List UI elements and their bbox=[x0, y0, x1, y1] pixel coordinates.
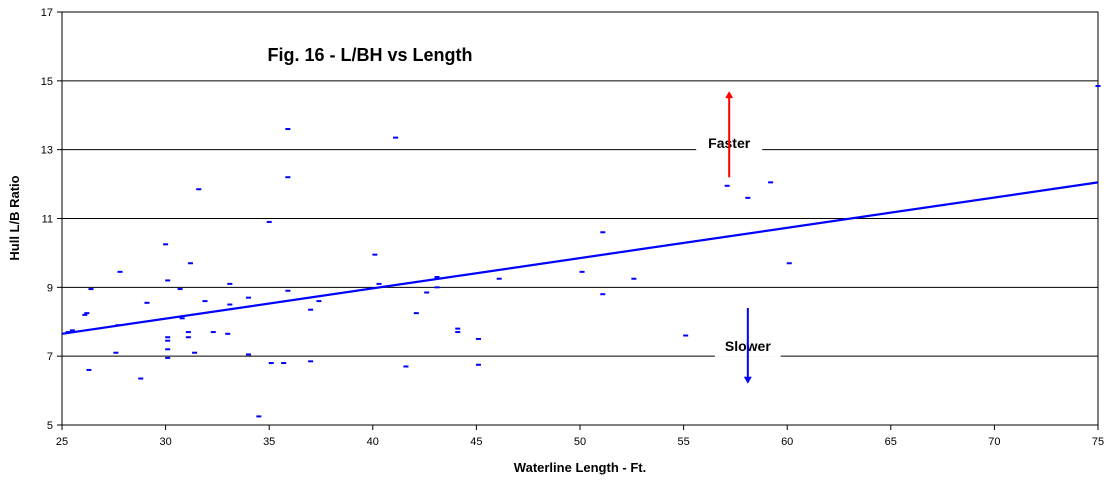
data-point bbox=[144, 301, 150, 304]
data-point bbox=[285, 128, 291, 131]
data-point bbox=[308, 360, 314, 363]
data-point bbox=[393, 136, 399, 139]
data-point bbox=[245, 353, 251, 356]
data-point bbox=[165, 356, 171, 359]
y-tick-label: 13 bbox=[41, 145, 53, 157]
x-tick-label: 30 bbox=[159, 436, 171, 448]
data-point bbox=[185, 336, 191, 339]
data-point bbox=[227, 303, 233, 306]
data-point bbox=[177, 288, 183, 291]
data-point bbox=[768, 181, 774, 184]
data-point bbox=[192, 351, 198, 354]
data-point bbox=[202, 300, 208, 303]
data-point bbox=[455, 327, 461, 330]
data-point bbox=[185, 331, 191, 334]
data-point bbox=[600, 231, 606, 234]
data-point bbox=[82, 313, 88, 316]
data-points bbox=[65, 84, 1101, 418]
data-point bbox=[163, 243, 169, 246]
data-point bbox=[65, 331, 71, 334]
data-point bbox=[403, 365, 409, 368]
data-point bbox=[210, 331, 216, 334]
x-tick-label: 70 bbox=[988, 436, 1000, 448]
arrow-head-icon bbox=[725, 91, 734, 99]
data-point bbox=[113, 351, 119, 354]
annotations: FasterSlower bbox=[696, 91, 781, 384]
data-point bbox=[227, 282, 233, 285]
y-tick-label: 15 bbox=[41, 76, 53, 88]
data-point bbox=[413, 312, 419, 315]
data-point bbox=[256, 415, 262, 418]
trendline bbox=[61, 181, 1099, 335]
data-point bbox=[683, 334, 689, 337]
data-point bbox=[115, 324, 121, 327]
y-tick-label: 11 bbox=[42, 214, 53, 226]
data-point bbox=[316, 300, 322, 303]
data-point bbox=[187, 262, 193, 265]
x-axis: 25 30 35 40 45 50 55 60 65 70 75 bbox=[56, 425, 1104, 448]
data-point bbox=[88, 288, 94, 291]
data-point bbox=[86, 368, 92, 371]
x-tick-label: 65 bbox=[885, 436, 897, 448]
data-point bbox=[600, 293, 606, 296]
data-point bbox=[281, 362, 287, 365]
y-tick-label: 17 bbox=[41, 7, 53, 19]
data-point bbox=[165, 348, 171, 351]
data-point bbox=[285, 289, 291, 292]
data-point bbox=[165, 279, 171, 282]
data-point bbox=[455, 331, 461, 334]
data-point bbox=[372, 253, 378, 256]
x-tick-label: 55 bbox=[677, 436, 689, 448]
y-tick-label: 7 bbox=[47, 351, 53, 363]
y-tick-label: 5 bbox=[47, 420, 53, 432]
data-point bbox=[84, 312, 90, 315]
y-tick-label: 9 bbox=[47, 282, 53, 294]
data-point bbox=[434, 276, 440, 279]
data-point bbox=[434, 286, 440, 289]
data-point bbox=[786, 262, 792, 265]
data-point bbox=[475, 363, 481, 366]
data-point bbox=[266, 220, 272, 223]
data-point bbox=[268, 362, 274, 365]
data-point bbox=[285, 176, 291, 179]
data-point bbox=[69, 329, 75, 332]
data-point bbox=[245, 296, 251, 299]
trendline-group bbox=[61, 181, 1099, 335]
x-axis-label: Waterline Length - Ft. bbox=[514, 460, 646, 475]
x-tick-label: 75 bbox=[1092, 436, 1104, 448]
y-axis-label: Hull L/B Ratio bbox=[7, 175, 22, 260]
data-point bbox=[138, 377, 144, 380]
data-point bbox=[165, 336, 171, 339]
x-tick-label: 25 bbox=[56, 436, 68, 448]
data-point bbox=[745, 196, 751, 199]
data-point bbox=[631, 277, 637, 280]
arrow-head-icon bbox=[743, 376, 752, 384]
data-point bbox=[496, 277, 502, 280]
data-point bbox=[475, 337, 481, 340]
x-tick-label: 45 bbox=[470, 436, 482, 448]
y-axis: 5 7 9 11 13 15 17 bbox=[41, 7, 62, 432]
data-point bbox=[165, 339, 171, 342]
x-tick-label: 35 bbox=[263, 436, 275, 448]
data-point bbox=[376, 282, 382, 285]
data-point bbox=[579, 270, 585, 273]
data-point bbox=[424, 291, 430, 294]
data-point bbox=[117, 270, 123, 273]
x-tick-label: 40 bbox=[367, 436, 379, 448]
data-point bbox=[179, 317, 185, 320]
chart-title: Fig. 16 - L/BH vs Length bbox=[267, 45, 472, 65]
x-tick-label: 50 bbox=[574, 436, 586, 448]
grid-lines bbox=[62, 80, 1098, 357]
data-point bbox=[724, 184, 730, 187]
data-point bbox=[225, 332, 231, 335]
data-point bbox=[308, 308, 314, 311]
data-point bbox=[196, 188, 202, 191]
data-point bbox=[1095, 84, 1101, 87]
x-tick-label: 60 bbox=[781, 436, 793, 448]
